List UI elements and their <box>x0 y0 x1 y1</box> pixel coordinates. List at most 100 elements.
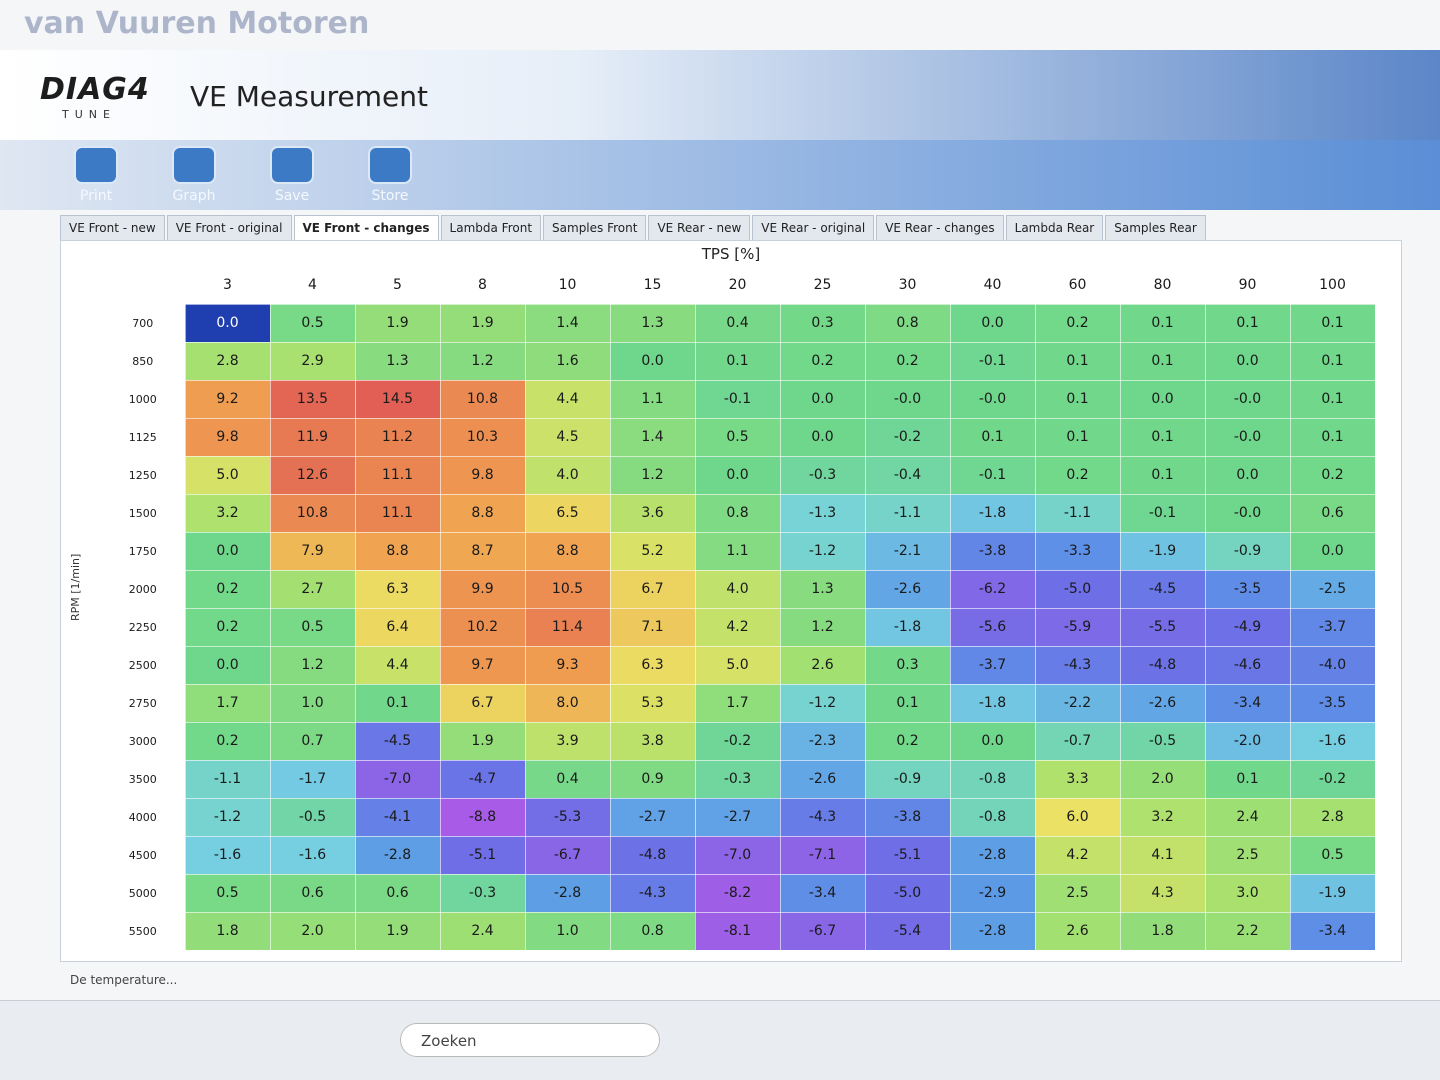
table-cell[interactable]: -2.8 <box>949 835 1036 875</box>
table-cell[interactable]: -1.9 <box>1119 531 1206 571</box>
table-cell[interactable]: 8.7 <box>439 531 526 571</box>
table-cell[interactable]: 0.1 <box>864 683 951 723</box>
table-cell[interactable]: 0.0 <box>779 417 866 457</box>
table-cell[interactable]: -1.2 <box>779 683 866 723</box>
table-cell[interactable]: 0.5 <box>694 417 781 457</box>
table-cell[interactable]: -3.5 <box>1289 683 1376 723</box>
table-cell[interactable]: -4.8 <box>1119 645 1206 685</box>
table-cell[interactable]: 2.5 <box>1034 873 1121 913</box>
table-cell[interactable]: 11.2 <box>354 417 441 457</box>
table-cell[interactable]: 12.6 <box>269 455 356 495</box>
table-cell[interactable]: 1.1 <box>609 379 696 419</box>
table-cell[interactable]: 2.0 <box>269 911 356 951</box>
table-cell[interactable]: 1.1 <box>694 531 781 571</box>
table-cell[interactable]: -8.1 <box>694 911 781 951</box>
table-cell[interactable]: -1.6 <box>184 835 271 875</box>
table-cell[interactable]: 2.0 <box>1119 759 1206 799</box>
table-cell[interactable]: -5.6 <box>949 607 1036 647</box>
search-box[interactable]: Zoeken <box>400 1023 660 1057</box>
table-cell[interactable]: -4.3 <box>609 873 696 913</box>
table-cell[interactable]: 0.1 <box>1204 303 1291 343</box>
table-cell[interactable]: -0.3 <box>439 873 526 913</box>
table-cell[interactable]: -0.8 <box>949 759 1036 799</box>
table-cell[interactable]: 3.0 <box>1204 873 1291 913</box>
table-cell[interactable]: -5.4 <box>864 911 951 951</box>
table-cell[interactable]: 0.5 <box>184 873 271 913</box>
table-cell[interactable]: 0.1 <box>1289 417 1376 457</box>
table-cell[interactable]: 2.2 <box>1204 911 1291 951</box>
table-cell[interactable]: -1.1 <box>184 759 271 799</box>
tab[interactable]: VE Front - new <box>60 215 165 240</box>
table-cell[interactable]: -3.4 <box>1289 911 1376 951</box>
table-cell[interactable]: 1.3 <box>779 569 866 609</box>
table-cell[interactable]: 8.8 <box>439 493 526 533</box>
table-cell[interactable]: 2.4 <box>1204 797 1291 837</box>
toolbar-button[interactable]: Store <box>354 140 426 210</box>
table-cell[interactable]: 1.2 <box>269 645 356 685</box>
table-cell[interactable]: 1.8 <box>1119 911 1206 951</box>
table-cell[interactable]: 1.2 <box>779 607 866 647</box>
table-cell[interactable]: -0.2 <box>864 417 951 457</box>
table-cell[interactable]: -1.1 <box>864 493 951 533</box>
table-cell[interactable]: 11.4 <box>524 607 611 647</box>
table-cell[interactable]: -1.9 <box>1289 873 1376 913</box>
table-cell[interactable]: -7.0 <box>694 835 781 875</box>
table-cell[interactable]: -5.3 <box>524 797 611 837</box>
table-cell[interactable]: 0.0 <box>1204 341 1291 381</box>
table-cell[interactable]: -6.7 <box>524 835 611 875</box>
table-cell[interactable]: -1.3 <box>779 493 866 533</box>
table-cell[interactable]: 9.8 <box>439 455 526 495</box>
table-cell[interactable]: 9.3 <box>524 645 611 685</box>
table-cell[interactable]: 0.2 <box>864 721 951 761</box>
table-cell[interactable]: -1.2 <box>779 531 866 571</box>
table-cell[interactable]: -0.2 <box>1289 759 1376 799</box>
table-cell[interactable]: 0.1 <box>694 341 781 381</box>
table-cell[interactable]: 1.0 <box>269 683 356 723</box>
table-cell[interactable]: 0.6 <box>269 873 356 913</box>
table-cell[interactable]: 4.0 <box>524 455 611 495</box>
table-cell[interactable]: -0.9 <box>1204 531 1291 571</box>
table-cell[interactable]: -4.3 <box>779 797 866 837</box>
table-cell[interactable]: -0.0 <box>1204 493 1291 533</box>
table-cell[interactable]: 6.3 <box>354 569 441 609</box>
table-cell[interactable]: 0.6 <box>1289 493 1376 533</box>
table-cell[interactable]: 0.0 <box>184 531 271 571</box>
table-cell[interactable]: 2.5 <box>1204 835 1291 875</box>
table-cell[interactable]: 6.7 <box>609 569 696 609</box>
table-cell[interactable]: -0.3 <box>779 455 866 495</box>
table-cell[interactable]: -8.2 <box>694 873 781 913</box>
table-cell[interactable]: -0.1 <box>949 455 1036 495</box>
table-cell[interactable]: 2.4 <box>439 911 526 951</box>
table-cell[interactable]: 2.8 <box>1289 797 1376 837</box>
table-cell[interactable]: 1.9 <box>354 911 441 951</box>
table-cell[interactable]: 0.2 <box>1289 455 1376 495</box>
table-cell[interactable]: -3.8 <box>864 797 951 837</box>
table-cell[interactable]: -2.6 <box>864 569 951 609</box>
table-cell[interactable]: 3.8 <box>609 721 696 761</box>
table-cell[interactable]: -4.3 <box>1034 645 1121 685</box>
table-cell[interactable]: 0.1 <box>1119 303 1206 343</box>
table-cell[interactable]: -0.5 <box>269 797 356 837</box>
tab[interactable]: Lambda Rear <box>1005 215 1104 240</box>
table-cell[interactable]: 0.1 <box>1119 417 1206 457</box>
table-cell[interactable]: -0.9 <box>864 759 951 799</box>
table-cell[interactable]: 0.8 <box>864 303 951 343</box>
table-cell[interactable]: -3.7 <box>1289 607 1376 647</box>
table-cell[interactable]: 1.7 <box>184 683 271 723</box>
table-cell[interactable]: 3.6 <box>609 493 696 533</box>
table-cell[interactable]: -0.8 <box>949 797 1036 837</box>
table-cell[interactable]: -4.5 <box>1119 569 1206 609</box>
table-cell[interactable]: 0.9 <box>609 759 696 799</box>
table-cell[interactable]: 0.3 <box>779 303 866 343</box>
table-cell[interactable]: -7.1 <box>779 835 866 875</box>
table-cell[interactable]: 0.5 <box>1289 835 1376 875</box>
table-cell[interactable]: 8.8 <box>354 531 441 571</box>
table-cell[interactable]: -7.0 <box>354 759 441 799</box>
table-cell[interactable]: -3.4 <box>779 873 866 913</box>
table-cell[interactable]: 0.6 <box>354 873 441 913</box>
table-cell[interactable]: -6.2 <box>949 569 1036 609</box>
table-cell[interactable]: 0.8 <box>609 911 696 951</box>
table-cell[interactable]: 0.1 <box>1034 417 1121 457</box>
table-cell[interactable]: 0.2 <box>184 721 271 761</box>
table-cell[interactable]: -2.5 <box>1289 569 1376 609</box>
